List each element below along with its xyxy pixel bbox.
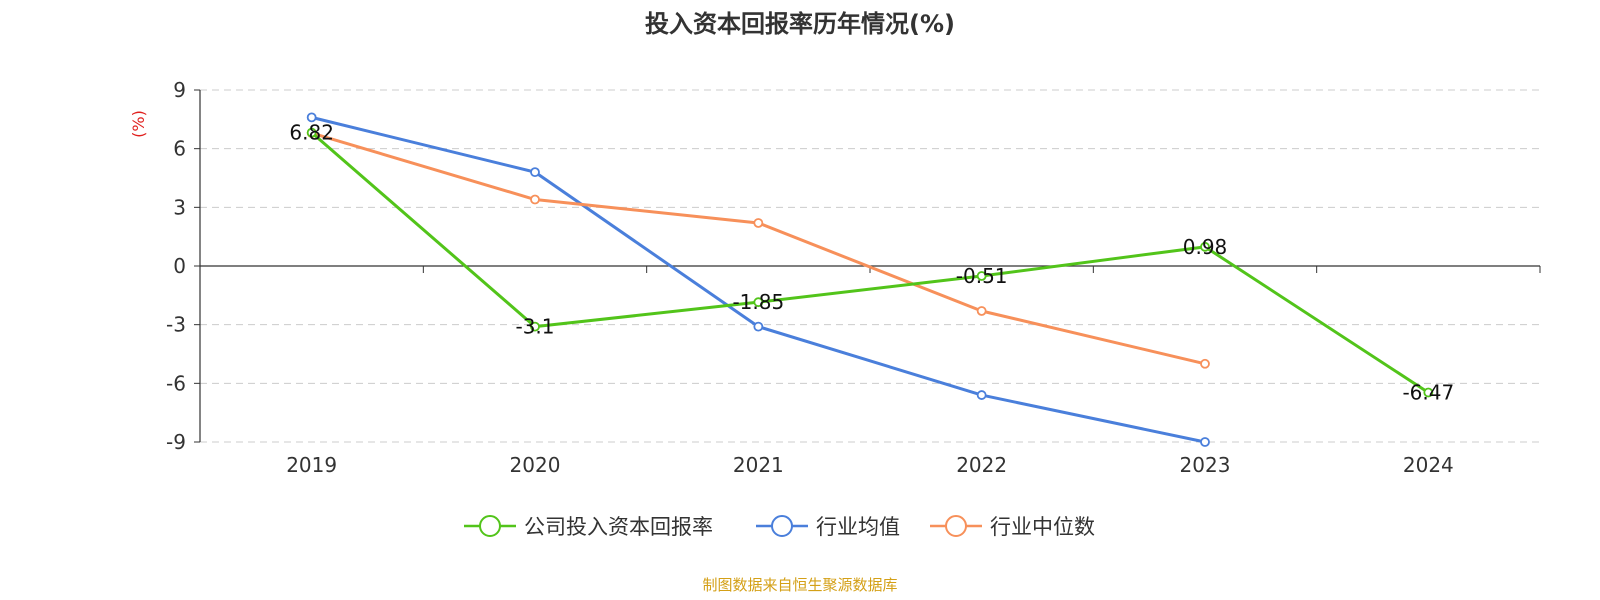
grid-lines bbox=[200, 89, 1540, 443]
series-0-point-2021 bbox=[753, 297, 764, 308]
series-0-point-2023 bbox=[1200, 241, 1210, 252]
series-line-1 bbox=[311, 115, 1206, 444]
axes: 9 6 3 0 -3 -6 -9 2019 2020 2021 2022 2023 2024 bbox=[166, 78, 1541, 477]
x-tick-label-2023: 2023 bbox=[1180, 453, 1231, 477]
series-1 bbox=[306, 112, 1210, 447]
data-label-2022: -0.51 bbox=[956, 264, 1008, 288]
y-tick-label-4: -3 bbox=[166, 313, 186, 337]
series-line-0 bbox=[310, 131, 1430, 394]
series-0-point-2020 bbox=[530, 321, 540, 332]
series-1-point-2022 bbox=[976, 390, 987, 400]
legend-label-2: 行业中位数 bbox=[990, 515, 1095, 539]
series-2-point-2023 bbox=[1200, 358, 1210, 369]
legend-marker-0 bbox=[479, 515, 501, 537]
legend-item-2: 行业中位数 bbox=[930, 515, 1095, 539]
series-0-point-2024 bbox=[1423, 387, 1434, 398]
x-tick-label-2022: 2022 bbox=[956, 453, 1007, 477]
y-tick-label-1: 6 bbox=[173, 137, 186, 161]
data-label-2023: 0.98 bbox=[1183, 235, 1228, 259]
series-1-point-2023 bbox=[1200, 437, 1210, 447]
x-tick-label-2020: 2020 bbox=[510, 453, 561, 477]
series-2-point-2022 bbox=[976, 306, 987, 316]
data-label-2020: -3.1 bbox=[515, 315, 554, 339]
y-tick-label-3: 0 bbox=[173, 254, 186, 278]
series-2-point-2021 bbox=[753, 218, 764, 228]
data-label-2024: -6.47 bbox=[1402, 381, 1454, 405]
series-1-point-2019 bbox=[306, 112, 317, 123]
chart-title: 投入资本回报率历年情况(%) bbox=[645, 10, 955, 38]
legend-marker-2 bbox=[945, 515, 967, 537]
source-note: 制图数据来自恒生聚源数据库 bbox=[702, 576, 897, 594]
series-1-point-2021 bbox=[753, 321, 764, 332]
series-2-point-2020 bbox=[530, 194, 540, 205]
y-tick-label-6: -9 bbox=[166, 430, 186, 454]
series-0-point-2019 bbox=[306, 127, 317, 138]
series-1-point-2020 bbox=[530, 167, 540, 178]
data-labels: 6.82 -3.1 -1.85 -0.51 0.98 -6.47 bbox=[289, 121, 1454, 405]
series-layer bbox=[306, 112, 1434, 447]
y-tick-label-0: 9 bbox=[173, 78, 186, 102]
data-label-2019: 6.82 bbox=[289, 121, 334, 145]
legend-item-0: 公司投入资本回报率 bbox=[464, 515, 713, 539]
y-tick-label-2: 3 bbox=[173, 195, 186, 219]
legend-item-1: 行业均值 bbox=[756, 515, 900, 539]
x-tick-label-2019: 2019 bbox=[286, 453, 337, 477]
legend: 公司投入资本回报率 行业均值 行业中位数 bbox=[464, 515, 1095, 539]
legend-label-1: 行业均值 bbox=[816, 515, 900, 539]
legend-marker-1 bbox=[771, 515, 793, 537]
series-0 bbox=[306, 127, 1434, 398]
y-tick-label-5: -6 bbox=[166, 371, 186, 395]
x-tick-label-2021: 2021 bbox=[733, 453, 784, 477]
series-0-point-2022 bbox=[976, 271, 987, 281]
y-axis-unit-label: (%) bbox=[129, 110, 148, 138]
legend-label-0: 公司投入资本回报率 bbox=[524, 515, 713, 539]
x-tick-label-2024: 2024 bbox=[1403, 453, 1454, 477]
data-label-2021: -1.85 bbox=[732, 290, 784, 314]
